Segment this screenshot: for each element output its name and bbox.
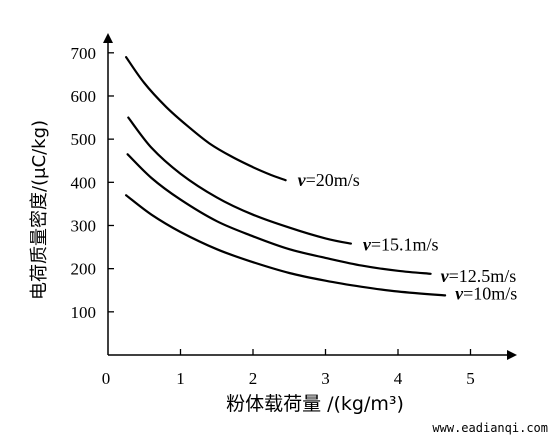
series-label: v=15.1m/s [363,235,439,255]
y-tick-label: 500 [71,130,97,149]
series-labels: v=20m/s v=15.1m/sv=12.5m/sv=10m/s [298,170,518,303]
x-tick-label: 5 [466,369,475,388]
x-tick-label: 1 [176,369,185,388]
series-line [127,116,352,245]
x-tick-label: 0 [102,369,111,388]
y-tick-label: 400 [71,173,97,192]
series-label: v=10m/s [455,283,517,303]
y-tick-label: 200 [71,260,97,279]
y-tick-label: 300 [71,216,97,235]
series-line [125,56,287,182]
y-axis-label: 电荷质量密度/(μC/kg) [29,120,50,300]
y-tick-label: 700 [71,44,97,63]
series-label: v=20m/s [298,170,360,190]
x-tick-label: 2 [249,369,258,388]
series-line [125,194,447,297]
watermark-text: www.eadianqi.com [432,421,548,435]
series-lines [125,56,447,297]
x-tick-label: 4 [394,369,403,388]
y-tick-label: 100 [71,303,97,322]
series-label: v=12.5m/s [441,266,517,286]
y-tick-label: 600 [71,87,97,106]
x-axis-label: 粉体载荷量 /(kg/m³) [226,393,404,415]
x-tick-label: 3 [321,369,330,388]
ticks: 0 1 2 3 4 5 100 200 300 400 500 600 700 [71,44,475,388]
series-line [126,153,432,275]
axes [103,33,517,360]
